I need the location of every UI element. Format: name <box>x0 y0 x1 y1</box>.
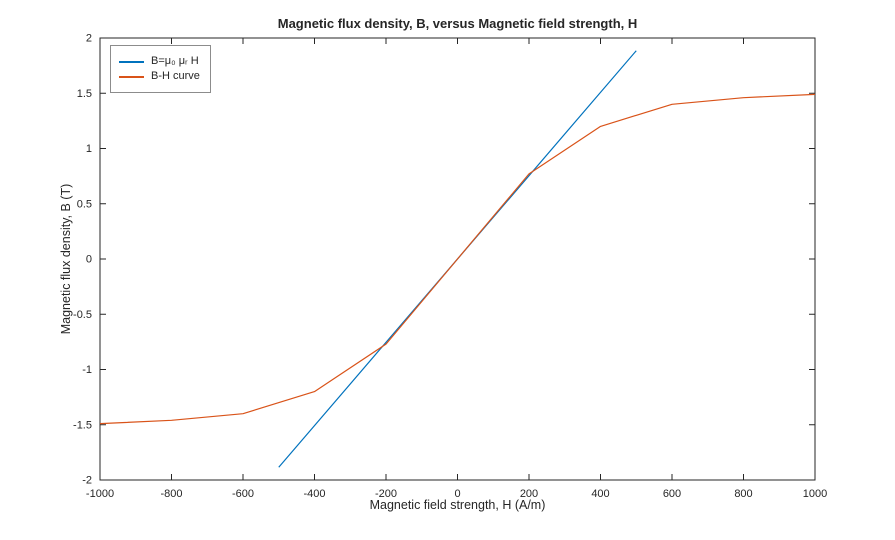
y-tick-label: 1 <box>86 143 92 155</box>
y-tick-label: 1.5 <box>77 88 92 100</box>
x-tick-label: 200 <box>520 488 538 500</box>
legend: B=μ₀ μᵣ H B-H curve <box>110 45 211 93</box>
y-tick-label: 2 <box>86 33 92 45</box>
legend-line-swatch-linear <box>119 60 144 63</box>
legend-label-bh-curve: B-H curve <box>151 70 200 82</box>
x-tick-label: 1000 <box>803 488 827 500</box>
legend-item: B=μ₀ μᵣ H <box>119 56 200 67</box>
x-tick-label: -1000 <box>86 488 114 500</box>
x-tick-label: 600 <box>663 488 681 500</box>
y-tick-label: -1 <box>82 364 92 376</box>
x-tick-label: -600 <box>232 488 254 500</box>
x-tick-label: 400 <box>591 488 609 500</box>
x-tick-label: -200 <box>375 488 397 500</box>
y-tick-label: 0.5 <box>77 198 92 210</box>
y-tick-label: -2 <box>82 475 92 487</box>
y-tick-label: -1.5 <box>73 419 92 431</box>
x-tick-label: -800 <box>160 488 182 500</box>
y-tick-label: 0 <box>86 254 92 266</box>
chart-title: Magnetic flux density, B, versus Magneti… <box>277 16 638 31</box>
x-tick-label: -400 <box>303 488 325 500</box>
x-axis-label: Magnetic field strength, H (A/m) <box>369 498 546 512</box>
legend-line-swatch-bh-curve <box>119 75 144 78</box>
x-tick-label: 0 <box>454 488 460 500</box>
x-tick-label: 800 <box>734 488 752 500</box>
y-tick-label: -0.5 <box>73 309 92 321</box>
series-line-bh-curve <box>99 93 816 425</box>
legend-item: B-H curve <box>119 71 200 82</box>
legend-label-linear: B=μ₀ μᵣ H <box>151 55 199 67</box>
